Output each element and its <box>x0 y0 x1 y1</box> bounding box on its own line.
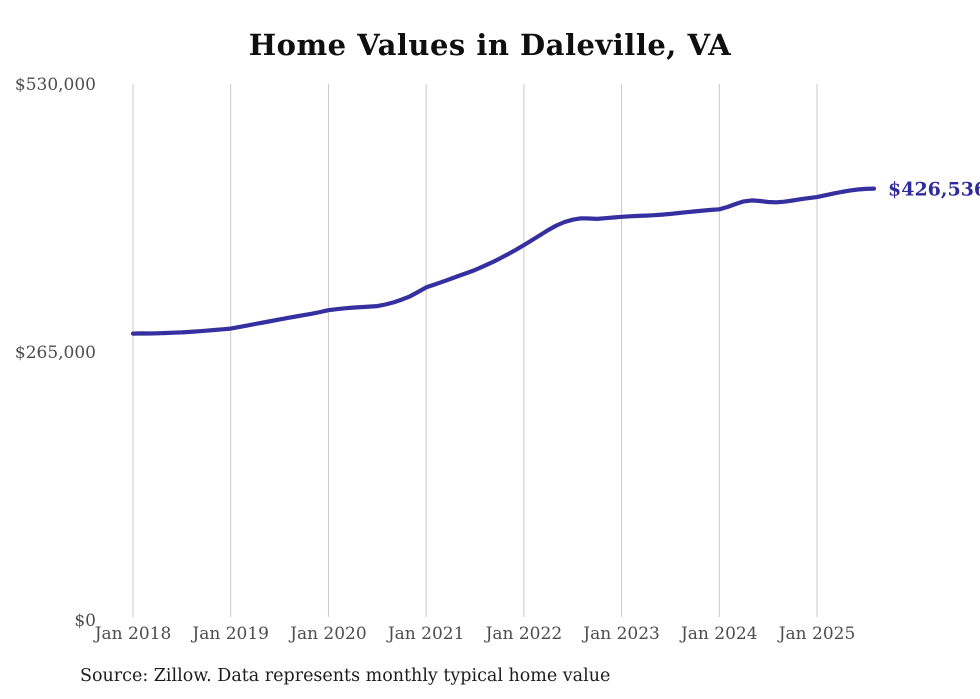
x-tick-label: Jan 2018 <box>93 624 172 644</box>
y-tick-label: $265,000 <box>15 343 96 363</box>
x-tick-label: Jan 2021 <box>386 624 465 644</box>
home-value-line <box>130 186 877 336</box>
y-tick-label: $530,000 <box>15 75 96 95</box>
x-tick-label: Jan 2019 <box>190 624 269 644</box>
chart-title: Home Values in Daleville, VA <box>248 28 732 62</box>
x-tick-label: Jan 2023 <box>581 624 660 644</box>
x-tick-label: Jan 2022 <box>484 624 563 644</box>
source-note: Source: Zillow. Data represents monthly … <box>80 666 611 686</box>
x-tick-label: Jan 2025 <box>777 624 856 644</box>
x-tick-label: Jan 2020 <box>288 624 367 644</box>
y-tick-label: $0 <box>74 611 96 631</box>
x-tick-label: Jan 2024 <box>679 624 758 644</box>
end-value-label: $426,536 <box>888 178 980 200</box>
